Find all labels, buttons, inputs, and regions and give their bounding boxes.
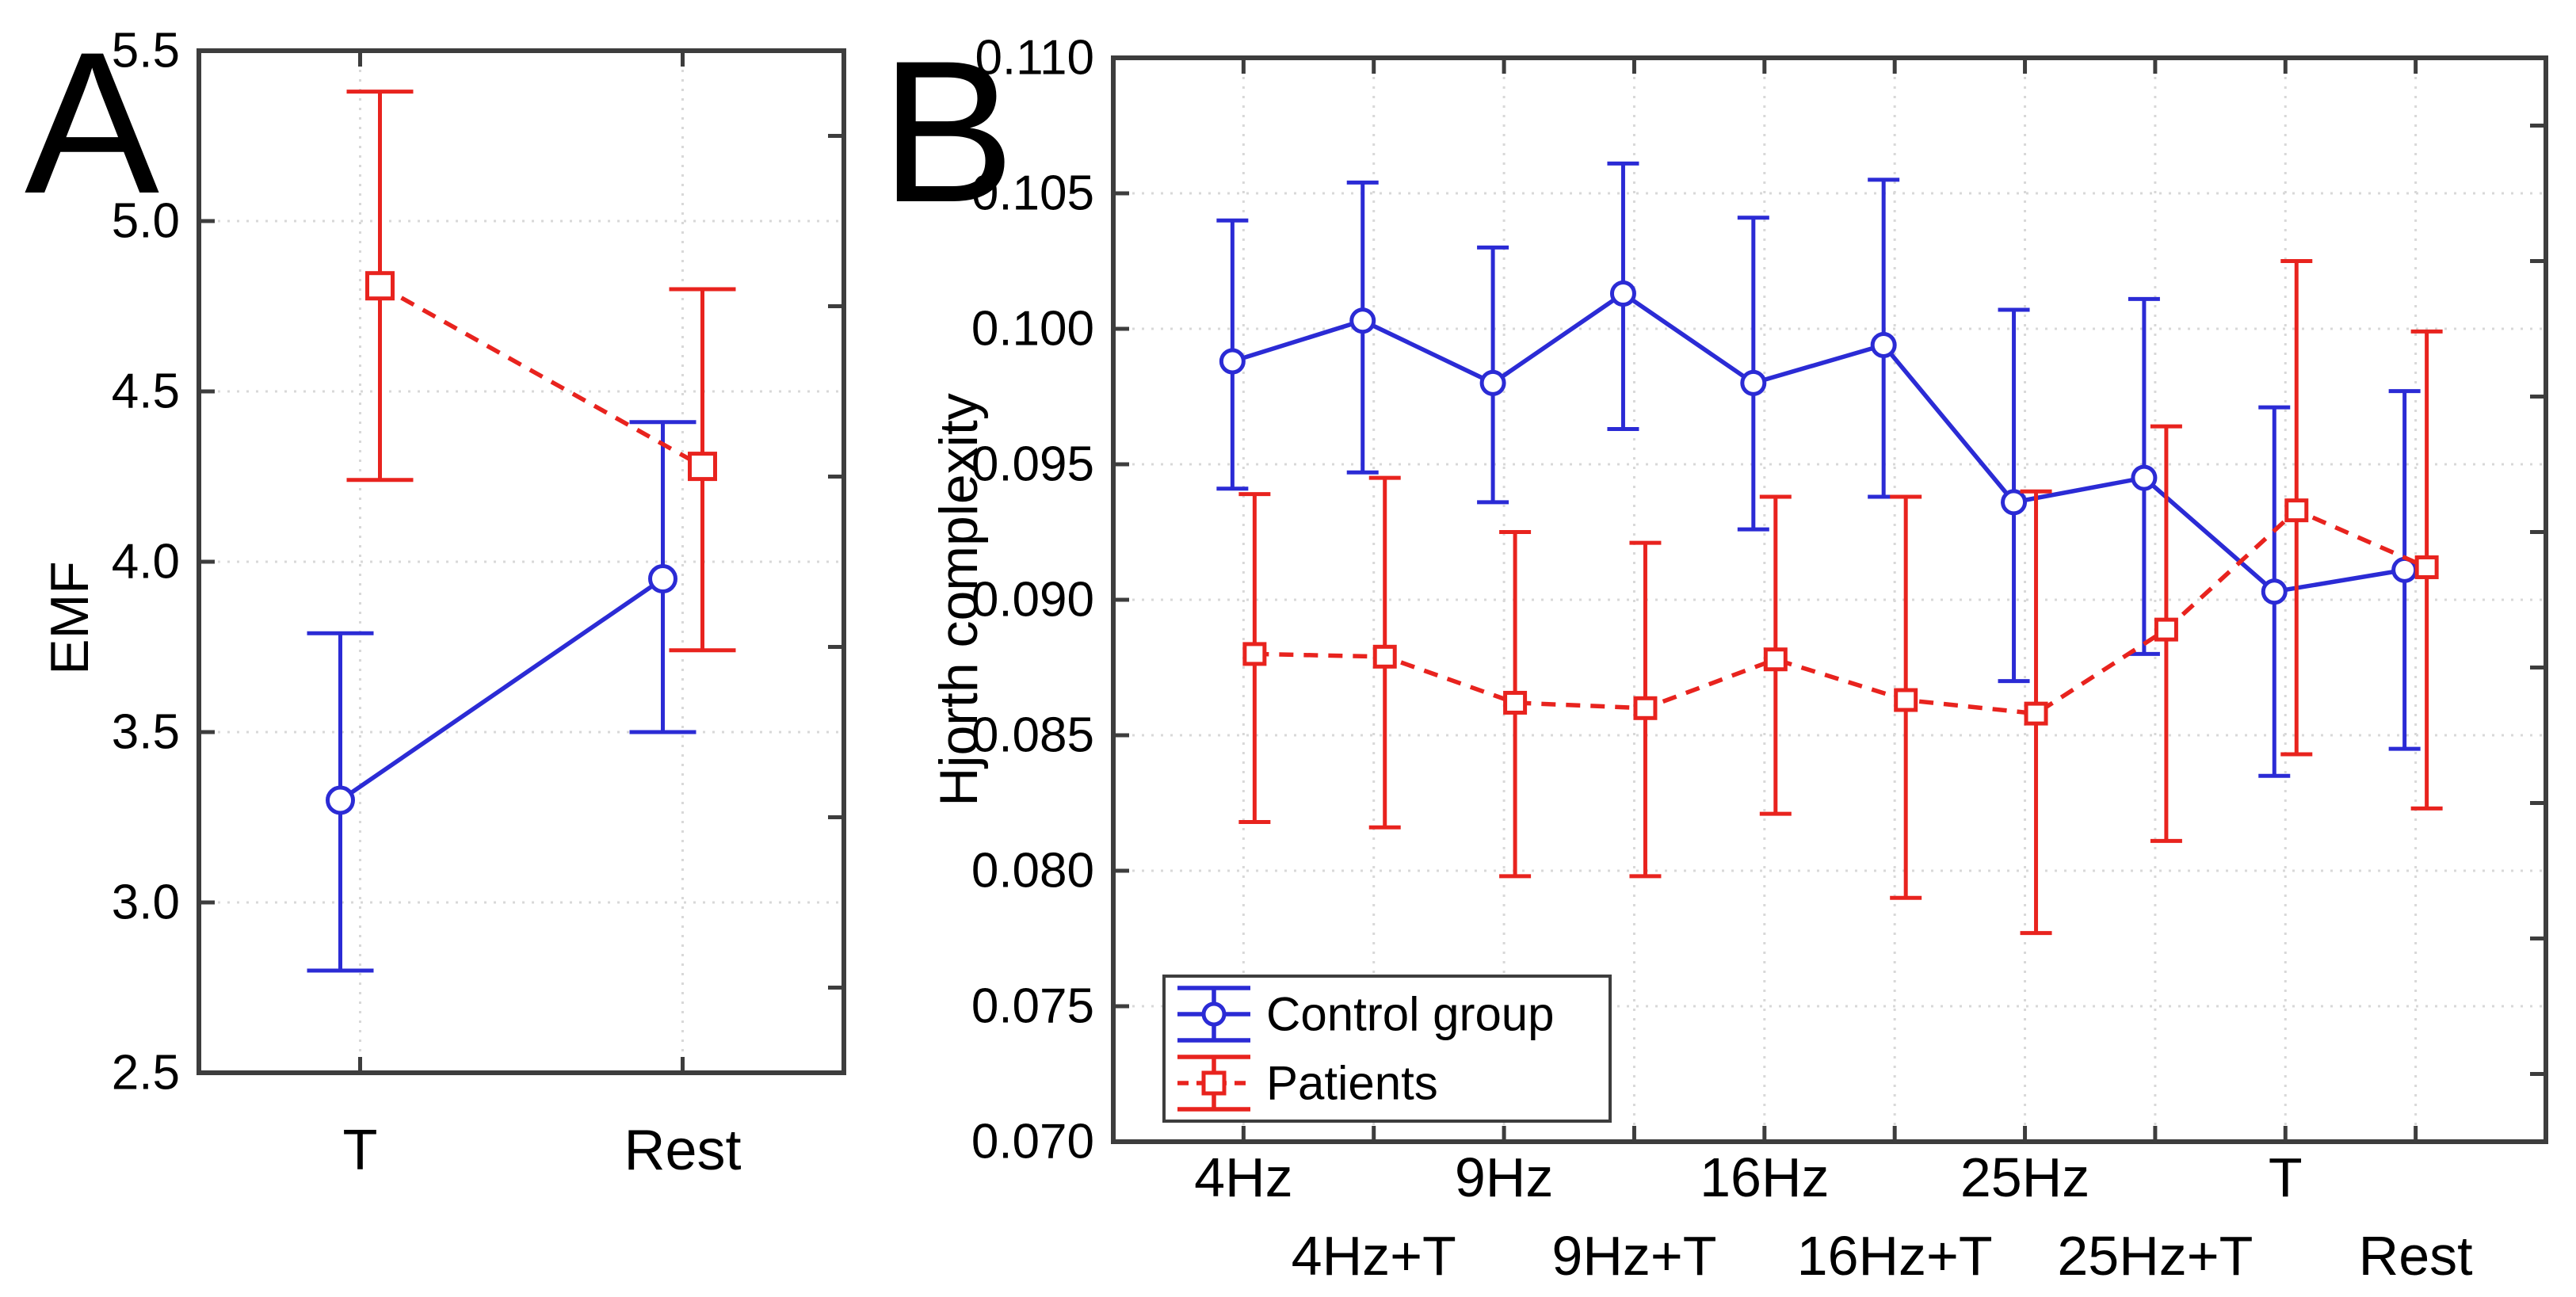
series-control-group-marker-circle: [1740, 369, 1767, 396]
panel-b-letter: B: [880, 19, 1015, 245]
series-patients-marker-square: [2414, 555, 2439, 579]
panel-a-letter: A: [25, 10, 159, 236]
panel-b-y-tick-label: 0.080: [971, 844, 1094, 898]
panel-a-y-tick-label: 5.0: [112, 194, 180, 249]
panel-a-x-tick-label: Rest: [624, 1119, 741, 1182]
series-control-group-marker-circle: [2001, 489, 2028, 516]
panel-b-x-tick-label: 16Hz+T: [1797, 1225, 1993, 1287]
legend: Control group Patients: [1162, 975, 1612, 1123]
legend-label-control-group: Control group: [1266, 988, 1555, 1041]
series-control-group-marker-circle: [648, 564, 677, 593]
legend-box: [1162, 975, 1612, 1123]
series-patients-marker-square: [2024, 701, 2048, 726]
panel-a-grid: [199, 51, 844, 1073]
series-patients-marker-square: [1763, 647, 1788, 672]
series-control-group-line: [1231, 291, 2406, 594]
panel-a-y-tick-label: 3.5: [112, 705, 180, 760]
panel-b-y-tick-label: 0.095: [971, 437, 1094, 492]
panel-b-x-tick-label: 25Hz+T: [2057, 1225, 2253, 1287]
series-control-group-marker-circle: [2261, 578, 2288, 605]
panel-a-y-tick-label: 2.5: [112, 1046, 180, 1101]
series-patients-marker-square: [1503, 690, 1528, 715]
panel-a-series-control-group: [307, 420, 696, 973]
panel-b-ticks: [1113, 55, 2546, 1144]
series-control-group-marker-circle: [1870, 332, 1897, 359]
panel-b-y-tick-label: 0.110: [975, 31, 1094, 86]
panel-a-y-axis-title: EMF: [40, 561, 100, 675]
panel-a-y-tick-label: 4.0: [112, 535, 180, 589]
series-control-group-marker-circle: [1479, 369, 1506, 396]
panel-b: 0.070 0.075 0.080 0.085 0.090 0.095 0.100 0.105…: [880, 19, 2548, 1287]
series-patients-marker-square: [688, 452, 717, 482]
series-control-group-marker-circle: [1219, 348, 1246, 375]
panel-b-series-control-group: [1216, 161, 2421, 778]
series-control-group-marker-circle: [1609, 280, 1636, 307]
panel-b-y-tick-label: 0.085: [971, 708, 1094, 763]
legend-label-patients: Patients: [1266, 1057, 1438, 1110]
panel-b-x-tick-label: T: [2269, 1146, 2303, 1208]
panel-b-x-tick-label: 9Hz+T: [1551, 1225, 1716, 1287]
panel-a-series-patients: [346, 90, 736, 653]
legend-sample-patients-marker-square: [1201, 1070, 1227, 1096]
panel-b-y-tick-label: 0.105: [971, 166, 1094, 221]
series-patients-line: [379, 284, 704, 468]
panel-b-x-tick-label: 9Hz: [1455, 1146, 1553, 1208]
panel-b-y-axis-title: Hjorth complexity: [929, 393, 989, 807]
panel-b-x-tick-label: Rest: [2359, 1225, 2473, 1287]
series-patients-marker-square: [2154, 617, 2178, 642]
series-control-group-marker-circle: [326, 785, 355, 815]
series-control-group-line: [338, 577, 665, 803]
series-control-group-marker-circle: [1349, 307, 1376, 334]
panel-b-x-tick-label: 25Hz: [1960, 1146, 2089, 1208]
panel-b-y-tick-label: 0.070: [971, 1115, 1094, 1169]
panel-b-x-tick-label: 16Hz: [1700, 1146, 1829, 1208]
series-patients-marker-square: [1633, 696, 1658, 720]
panel-b-y-tick-label: 0.075: [971, 979, 1094, 1034]
series-patients-marker-square: [1242, 642, 1267, 666]
panel-a-y-tick-label: 4.5: [112, 364, 180, 419]
series-patients-marker-square: [1894, 688, 1918, 712]
panel-b-x-tick-label: 4Hz: [1194, 1146, 1292, 1208]
series-patients-marker-square: [2284, 498, 2309, 523]
legend-sample-control-group-marker-circle: [1201, 1001, 1227, 1027]
panel-a-y-tick-label: 3.0: [112, 875, 180, 930]
panel-b-y-tick-label: 0.100: [971, 302, 1094, 357]
panel-b-x-tick-label: 4Hz+T: [1292, 1225, 1456, 1287]
panel-a-x-tick-label: T: [343, 1119, 378, 1182]
series-control-group-marker-circle: [2131, 464, 2158, 491]
legend-sample-control-group: [1177, 986, 1250, 1043]
panel-b-y-tick-label: 0.090: [971, 573, 1094, 628]
panel-a-ticks: [199, 48, 844, 1075]
panel-b-series-patients: [1238, 259, 2443, 936]
panel-a: 2.5 3.0 3.5 4.0 4.5 5.0 5.5 T Rest EMF A: [25, 10, 846, 1182]
legend-sample-patients: [1177, 1055, 1250, 1112]
panel-a-y-tick-label: 5.5: [112, 24, 180, 78]
series-patients-marker-square: [1372, 644, 1397, 669]
series-patients-line: [1254, 507, 2428, 716]
series-patients-marker-square: [365, 271, 395, 301]
